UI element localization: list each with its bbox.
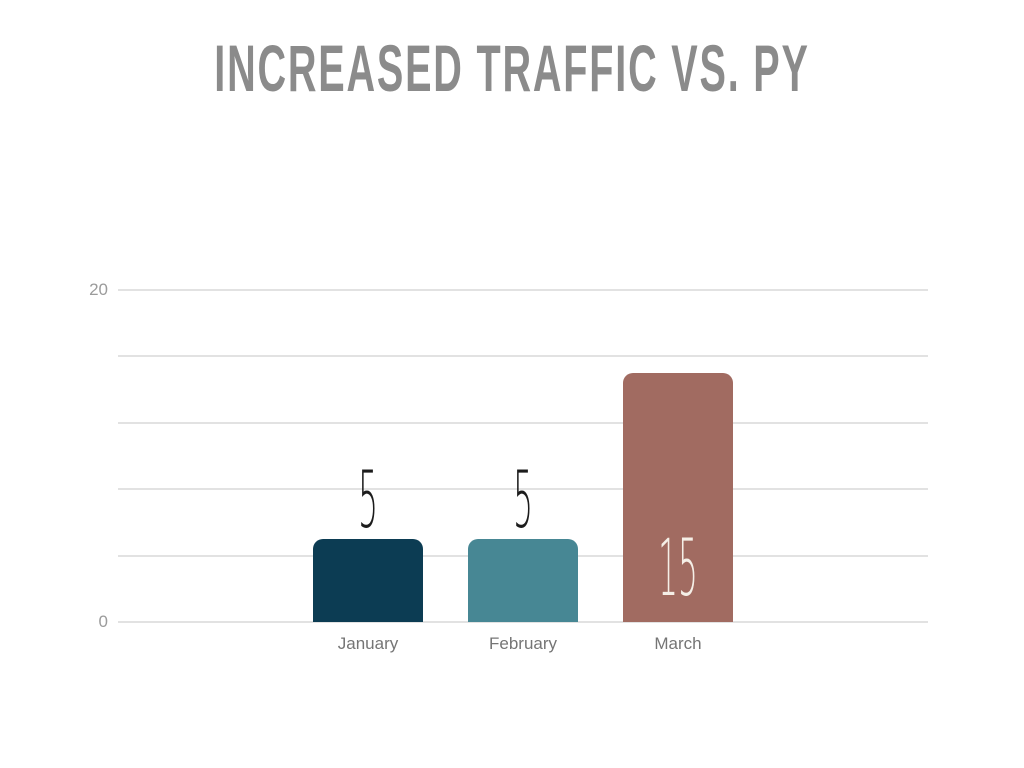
gridline-16 xyxy=(118,355,928,357)
gridline-12 xyxy=(118,422,928,424)
y-axis-label-20: 20 xyxy=(89,280,108,299)
value-label-march: 15 xyxy=(658,524,698,614)
value-label-january: 5 xyxy=(358,456,378,546)
category-label-february: February xyxy=(488,634,558,653)
gridline-0 xyxy=(118,621,928,623)
chart-title: INCREASED TRAFFIC VS. PY xyxy=(214,31,810,105)
bar-january xyxy=(313,539,423,622)
bar-march xyxy=(623,373,733,622)
gridline-8 xyxy=(118,488,928,490)
y-axis-label-0: 0 xyxy=(98,612,108,631)
category-label-january: January xyxy=(337,634,399,653)
category-label-march: March xyxy=(654,634,702,653)
gridline-20 xyxy=(118,289,928,291)
bar-february xyxy=(468,539,578,622)
value-label-february: 5 xyxy=(513,456,533,546)
